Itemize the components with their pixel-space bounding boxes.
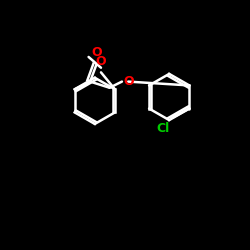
Text: Cl: Cl — [156, 122, 169, 136]
Text: O: O — [124, 75, 134, 88]
Text: O: O — [96, 55, 106, 68]
Text: O: O — [91, 46, 102, 59]
